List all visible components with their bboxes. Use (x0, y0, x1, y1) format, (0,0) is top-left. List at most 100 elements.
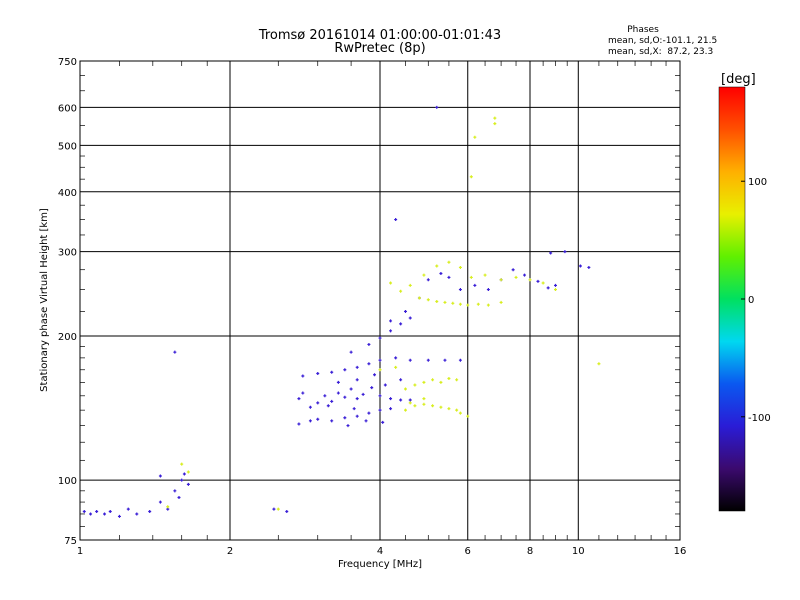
x-mode-point (476, 302, 480, 306)
o-mode-point (361, 392, 365, 396)
x-mode-point (541, 281, 545, 285)
chart-title: Tromsø 20161014 01:00:00-01:01:43 (258, 28, 501, 43)
y-tick-label: 400 (58, 188, 77, 199)
o-mode-point (336, 391, 340, 395)
o-mode-point (117, 514, 121, 518)
o-mode-point (523, 273, 527, 277)
x-mode-point (180, 462, 184, 466)
x-mode-point (422, 273, 426, 277)
x-mode-point (443, 300, 447, 304)
x-mode-point (466, 414, 470, 418)
o-mode-point (399, 398, 403, 402)
o-mode-point (355, 378, 359, 382)
x-mode-point (455, 378, 459, 382)
o-mode-point (330, 419, 334, 423)
o-mode-point (389, 319, 393, 323)
o-mode-point (355, 397, 359, 401)
x-mode-point (403, 408, 407, 412)
x-mode-point (431, 404, 435, 408)
y-tick-label: 750 (58, 57, 77, 68)
o-mode-point (301, 391, 305, 395)
x-mode-point (458, 411, 462, 415)
o-mode-point (394, 356, 398, 360)
o-mode-point (486, 288, 490, 292)
y-tick-label: 100 (58, 476, 77, 487)
y-axis-label: Stationary phase Virtual Height [km] (39, 208, 50, 392)
y-tick-label: 200 (58, 332, 77, 343)
o-mode-point (177, 496, 181, 499)
o-mode-point (378, 394, 382, 398)
y-tick-labels: 75 100 200 300 400 500 600 750 (58, 57, 77, 547)
x-mode-point (431, 378, 435, 382)
o-mode-point (316, 401, 320, 405)
x-mode-point (435, 264, 439, 268)
o-mode-point (103, 512, 107, 516)
o-mode-point (381, 420, 385, 424)
o-mode-point (378, 336, 382, 340)
o-mode-point (389, 329, 393, 333)
o-mode-point (378, 358, 382, 362)
x-mode-point (435, 300, 439, 304)
o-mode-point (308, 419, 312, 423)
o-mode-point (367, 362, 371, 366)
x-mode-point (469, 175, 473, 179)
o-mode-point (389, 407, 393, 411)
o-mode-point (458, 358, 462, 362)
o-mode-point (158, 474, 162, 478)
o-mode-point (352, 407, 356, 411)
o-mode-point (373, 373, 377, 377)
o-mode-point (330, 399, 334, 403)
o-mode-point (326, 404, 330, 408)
x-mode-point (447, 260, 451, 264)
o-mode-point (186, 482, 190, 486)
x-axis-label: Frequency [MHz] (338, 559, 422, 570)
y-tick-label: 600 (58, 103, 77, 114)
o-mode-point (173, 350, 177, 354)
x-mode-point (553, 288, 557, 292)
o-mode-point (511, 268, 515, 272)
scatter-points (82, 105, 601, 518)
o-mode-point (553, 283, 557, 287)
o-mode-point (587, 265, 591, 269)
o-mode-point (383, 383, 387, 387)
x-mode-point (426, 298, 430, 302)
x-mode-point (422, 397, 426, 401)
o-mode-point (399, 378, 403, 382)
x-mode-point (597, 362, 601, 366)
o-mode-point (343, 395, 347, 399)
o-mode-point (316, 417, 320, 421)
o-mode-point (578, 264, 582, 268)
colorbar-label: [deg] (721, 72, 756, 87)
o-mode-point (408, 316, 412, 320)
o-mode-point (378, 408, 382, 412)
o-mode-point (336, 380, 340, 384)
o-mode-point (426, 358, 430, 362)
o-mode-point (394, 218, 398, 222)
x-mode-point (493, 116, 497, 120)
colorbar-tick-label: 100 (748, 177, 767, 188)
chart-subtitle: RwPretec (8p) (334, 41, 425, 56)
o-mode-point (473, 283, 477, 287)
o-mode-point (563, 250, 567, 254)
x-mode-point (422, 402, 426, 406)
x-mode-point (166, 505, 170, 509)
o-mode-point (316, 371, 320, 375)
o-mode-point (349, 350, 353, 354)
x-mode-point (403, 387, 407, 391)
x-tick-label: 4 (377, 546, 383, 557)
x-mode-point (458, 265, 462, 269)
o-mode-point (285, 510, 289, 514)
x-tick-label: 2 (227, 546, 233, 557)
x-tick-label: 10 (572, 546, 585, 557)
o-mode-point (367, 342, 371, 346)
o-mode-point (343, 368, 347, 372)
colorbar-ticks: 100 0 -100 (741, 177, 771, 424)
o-mode-point (403, 309, 407, 313)
x-mode-point (422, 380, 426, 384)
x-mode-point (451, 301, 455, 305)
y-tick-label: 300 (58, 248, 77, 259)
y-tick-label: 500 (58, 141, 77, 152)
x-tick-label: 1 (77, 546, 83, 557)
x-mode-point (466, 303, 470, 307)
o-mode-point (355, 414, 359, 418)
